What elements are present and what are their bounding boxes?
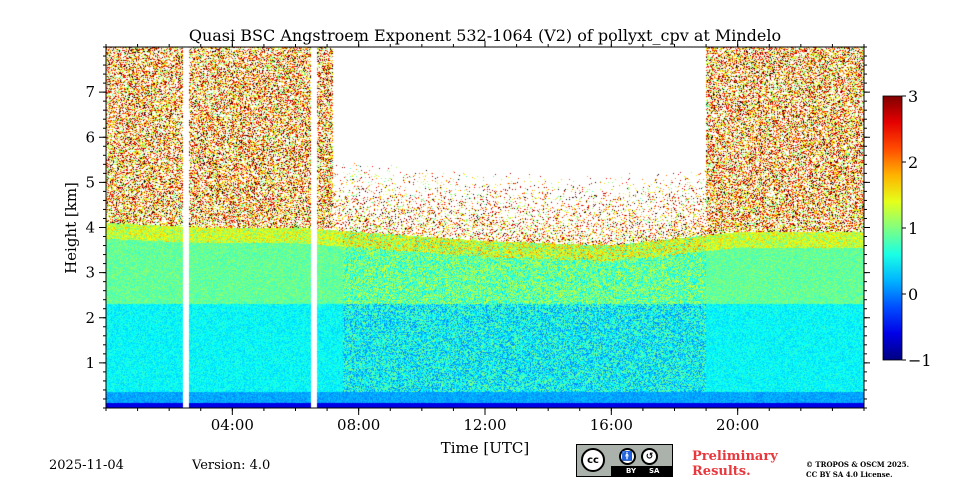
colorbar-tick-label: 2	[908, 153, 918, 172]
cc-label-strip: BY SA	[611, 466, 672, 476]
colorbar-gradient	[882, 95, 903, 361]
x-axis-label: Time [UTC]	[441, 439, 530, 457]
preliminary-line-2: Results.	[692, 464, 751, 479]
heatmap-image	[106, 47, 864, 408]
y-tick-label: 4	[85, 219, 95, 237]
by-attribution-icon: 🚹	[619, 448, 636, 465]
y-tick-label: 7	[85, 83, 95, 101]
cc-sa-label: SA	[649, 467, 660, 475]
x-tick-label: 04:00	[211, 416, 254, 434]
colorbar: 3 2 1 0 −1	[882, 87, 932, 370]
chart-title: Quasi BSC Angstroem Exponent 532-1064 (V…	[189, 26, 781, 45]
plot-area	[106, 47, 864, 408]
axes: 04:00 08:00 12:00 16:00 20:00 1 2 3 4 5 6 7	[85, 41, 870, 434]
preliminary-line-1: Preliminary	[692, 449, 778, 464]
footer-version: Version: 4.0	[192, 458, 271, 473]
copyright-line-2: CC BY SA 4.0 License.	[806, 470, 893, 479]
colorbar-tick-label: 1	[908, 219, 918, 238]
y-tick-label: 2	[85, 309, 95, 327]
sa-share-alike-icon: ↺	[641, 448, 658, 465]
y-tick-label: 1	[85, 354, 95, 372]
x-tick-label: 08:00	[337, 416, 380, 434]
footer-date: 2025-11-04	[49, 458, 124, 473]
colorbar-tick-label: 3	[908, 87, 918, 106]
y-axis-label: Height [km]	[62, 182, 80, 274]
copyright-note: © TROPOS & OSCM 2025. CC BY SA 4.0 Licen…	[806, 460, 909, 480]
x-tick-label: 12:00	[463, 416, 506, 434]
x-tick-label: 20:00	[716, 416, 759, 434]
y-tick-label: 6	[85, 128, 95, 146]
colorbar-tick-label: −1	[908, 351, 932, 370]
x-tick-label: 16:00	[590, 416, 633, 434]
y-tick-label: 5	[85, 173, 95, 191]
cc-icon: cc	[581, 448, 605, 472]
cc-license-badge: cc 🚹 ↺ BY SA	[576, 444, 673, 477]
copyright-line-1: © TROPOS & OSCM 2025.	[806, 460, 910, 469]
cc-by-label: BY	[626, 467, 637, 475]
preliminary-note: Preliminary Results.	[692, 449, 778, 479]
colorbar-tick-label: 0	[908, 285, 918, 304]
y-tick-label: 3	[85, 264, 95, 282]
